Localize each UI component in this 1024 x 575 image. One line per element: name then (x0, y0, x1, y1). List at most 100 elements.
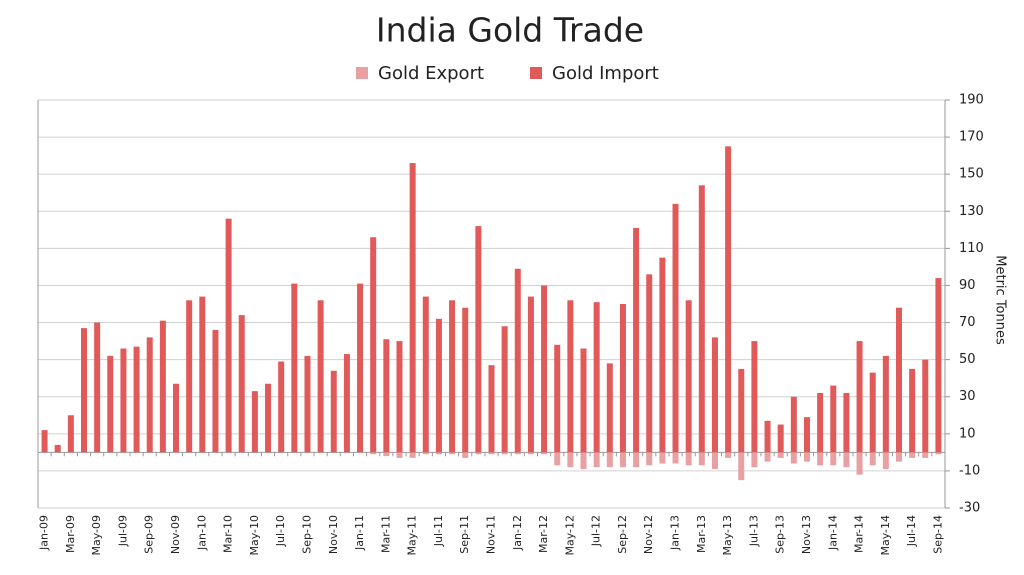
x-tick-label: Nov-10 (327, 515, 340, 554)
bar (81, 328, 88, 453)
bar (67, 415, 74, 453)
bar (238, 315, 245, 453)
bar (659, 452, 666, 464)
y-tick-label: 190 (959, 93, 984, 108)
bar (593, 452, 600, 468)
bar (475, 226, 482, 453)
x-tick-label: Mar-10 (222, 515, 235, 553)
bar (265, 383, 272, 453)
bar (817, 452, 824, 466)
bar (843, 452, 850, 468)
x-tick-label: Mar-13 (695, 515, 708, 553)
legend-swatch (356, 67, 368, 79)
bar (580, 348, 587, 453)
y-tick-label: 30 (959, 389, 976, 404)
bar (711, 452, 718, 470)
bar (843, 393, 850, 453)
bar (777, 452, 784, 458)
bar (554, 452, 561, 466)
y-tick-label: 90 (959, 278, 976, 293)
chart-title: India Gold Trade (376, 11, 644, 50)
bar (383, 339, 390, 453)
x-tick-label: Jan-12 (511, 515, 524, 551)
bar (225, 218, 232, 453)
bar (790, 396, 797, 453)
bar (278, 361, 285, 453)
bar (422, 296, 429, 453)
x-tick-label: Sep-14 (931, 515, 944, 554)
bar (212, 329, 219, 453)
bar (935, 278, 942, 453)
x-tick-label: Nov-09 (169, 515, 182, 554)
legend-label: Gold Export (378, 63, 484, 84)
bar (94, 322, 101, 453)
x-tick-label: Jan-10 (195, 515, 208, 551)
bar (909, 368, 916, 453)
bar (869, 372, 876, 453)
bar (856, 452, 863, 475)
bar (501, 452, 508, 455)
bar (672, 203, 679, 453)
bar (869, 452, 876, 466)
bar (567, 452, 574, 468)
bar (580, 452, 587, 470)
x-tick-label: Jan-09 (38, 515, 51, 551)
bar (751, 341, 758, 453)
bar (514, 268, 521, 453)
bar (422, 452, 429, 455)
bar (41, 430, 48, 453)
bar (619, 452, 626, 468)
bar (541, 452, 548, 455)
x-tick-label: Nov-11 (485, 515, 498, 554)
bar (343, 354, 350, 453)
bar (882, 452, 889, 470)
bar (856, 341, 863, 453)
bar (895, 452, 902, 462)
x-tick-label: Jul-14 (905, 515, 918, 547)
bar (159, 320, 166, 453)
bar (633, 452, 640, 468)
x-tick-label: Nov-12 (642, 515, 655, 554)
x-tick-label: Jul-09 (116, 515, 129, 547)
bar (725, 452, 732, 458)
bar (738, 368, 745, 453)
bar (435, 318, 442, 453)
bar (488, 452, 495, 455)
x-tick-label: May-10 (248, 515, 261, 556)
bar (396, 341, 403, 453)
bar (291, 283, 298, 453)
bar (357, 283, 364, 453)
bar (120, 348, 127, 453)
bar (409, 452, 416, 458)
bar (370, 452, 377, 455)
bar (909, 452, 916, 458)
bar (396, 452, 403, 458)
y-axis-label: Metric Tonnes (993, 255, 1008, 345)
bar (698, 185, 705, 453)
y-tick-label: 10 (959, 426, 976, 441)
bar (304, 355, 311, 453)
bar (646, 452, 653, 466)
bar (462, 307, 469, 453)
x-tick-label: May-13 (721, 515, 734, 556)
y-tick-label: 150 (959, 167, 984, 182)
bar (251, 391, 258, 453)
x-tick-label: Jul-11 (432, 515, 445, 547)
y-tick-label: 110 (959, 241, 984, 256)
y-tick-label: 70 (959, 315, 976, 330)
bar (685, 452, 692, 466)
x-tick-label: Jan-14 (826, 515, 839, 551)
x-tick-label: Sep-13 (774, 515, 787, 554)
bar (646, 274, 653, 453)
bar (803, 417, 810, 453)
bar (488, 365, 495, 453)
bar (725, 146, 732, 453)
bar (817, 393, 824, 453)
bar (370, 237, 377, 453)
x-tick-label: Mar-12 (537, 515, 550, 553)
x-tick-label: Jul-13 (747, 515, 760, 547)
bar (803, 452, 810, 462)
bar (790, 452, 797, 464)
bar (133, 346, 140, 453)
